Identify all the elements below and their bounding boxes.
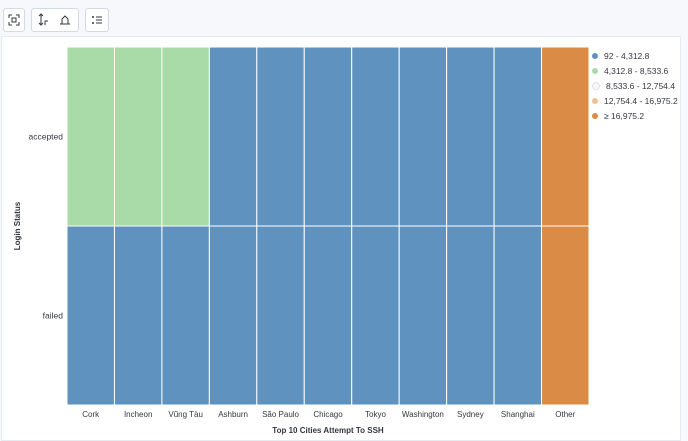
x-tick-label: Incheon	[124, 410, 152, 419]
legend-swatch	[592, 67, 598, 74]
axis-toggle-button[interactable]	[31, 8, 79, 32]
fullscreen-button[interactable]	[3, 8, 25, 32]
legend-item[interactable]: 12,754.4 - 16,975.2	[592, 93, 684, 108]
x-tick-label: Ashburn	[218, 410, 248, 419]
legend-swatch	[592, 112, 598, 119]
legend-label: 92 - 4,312.8	[604, 50, 650, 61]
legend-item[interactable]: 4,312.8 - 8,533.6	[592, 63, 684, 78]
heatmap-cell-chicago-failed[interactable]	[303, 225, 353, 406]
heatmap-cell-chicago-accepted[interactable]	[303, 46, 353, 227]
x-tick-label: Sydney	[457, 410, 484, 419]
x-tick-label: Tokyo	[365, 410, 386, 419]
y-tick-label: accepted	[29, 132, 64, 142]
brush-icon	[58, 14, 72, 26]
x-tick-label: Shanghai	[501, 410, 535, 419]
x-tick-label: Washington	[402, 410, 444, 419]
legend-swatch	[592, 81, 600, 90]
x-tick-label: Vũng Tàu	[168, 410, 203, 419]
legend-label: 8,533.6 - 12,754.4	[606, 80, 676, 91]
heatmap-cells	[66, 46, 590, 406]
y-axis-title: Login Status	[13, 201, 22, 250]
y-tick-labels: accepted failed	[29, 132, 64, 321]
heatmap-cell-v-ng-t-u-accepted[interactable]	[161, 46, 210, 227]
heatmap-cell-shanghai-failed[interactable]	[493, 225, 543, 406]
legend-toggle-button[interactable]	[85, 8, 109, 32]
heatmap-cell-tokyo-accepted[interactable]	[351, 46, 400, 227]
x-tick-label: Cork	[82, 410, 100, 419]
legend-item[interactable]: 92 - 4,312.8	[592, 48, 684, 63]
heatmap-cell-incheon-accepted[interactable]	[113, 46, 163, 227]
heatmap-cell-ashburn-accepted[interactable]	[208, 46, 258, 227]
legend-label: ≥ 16,975.2	[604, 110, 645, 121]
legend-swatch	[592, 52, 598, 59]
axis-toggle-icon	[38, 13, 50, 27]
heatmap-cell-other-failed[interactable]	[541, 225, 590, 406]
heatmap-cell-shanghai-accepted[interactable]	[493, 46, 543, 227]
legend-label: 4,312.8 - 8,533.6	[604, 65, 669, 76]
heatmap-cell-sydney-accepted[interactable]	[446, 46, 495, 227]
x-tick-label: São Paulo	[262, 410, 299, 419]
heatmap-cell-washington-accepted[interactable]	[398, 46, 448, 227]
legend-swatch	[592, 97, 598, 104]
heatmap-cell-sydney-failed[interactable]	[446, 225, 495, 406]
heatmap-cell-s-o-paulo-accepted[interactable]	[256, 46, 305, 227]
y-tick-label: failed	[43, 311, 64, 321]
heatmap-cell-cork-accepted[interactable]	[66, 46, 115, 227]
heatmap-cell-tokyo-failed[interactable]	[351, 225, 400, 406]
heatmap-cell-v-ng-t-u-failed[interactable]	[161, 225, 210, 406]
x-tick-label: Other	[555, 410, 575, 419]
heatmap-cell-s-o-paulo-failed[interactable]	[256, 225, 305, 406]
x-tick-labels: Cork Incheon Vũng Tàu Ashburn São Paulo Chica…	[82, 410, 575, 419]
heatmap-cell-cork-failed[interactable]	[66, 225, 115, 406]
legend-label: 12,754.4 - 16,975.2	[604, 95, 678, 106]
heatmap-cell-ashburn-failed[interactable]	[208, 225, 258, 406]
chart-legend: 92 - 4,312.8 4,312.8 - 8,533.6 8,533.6 - 1…	[592, 48, 684, 123]
x-tick-label: Chicago	[313, 410, 343, 419]
legend-item[interactable]: 8,533.6 - 12,754.4	[592, 78, 684, 93]
legend-item[interactable]: ≥ 16,975.2	[592, 108, 684, 123]
heatmap-cell-other-accepted[interactable]	[541, 46, 590, 227]
chart-toolbar	[3, 8, 109, 32]
legend-list-icon	[91, 14, 103, 26]
heatmap-cell-incheon-failed[interactable]	[113, 225, 163, 406]
heatmap-cell-washington-failed[interactable]	[398, 225, 448, 406]
fullscreen-icon	[8, 14, 20, 26]
x-axis-title: Top 10 Cities Attempt To SSH	[272, 426, 384, 435]
